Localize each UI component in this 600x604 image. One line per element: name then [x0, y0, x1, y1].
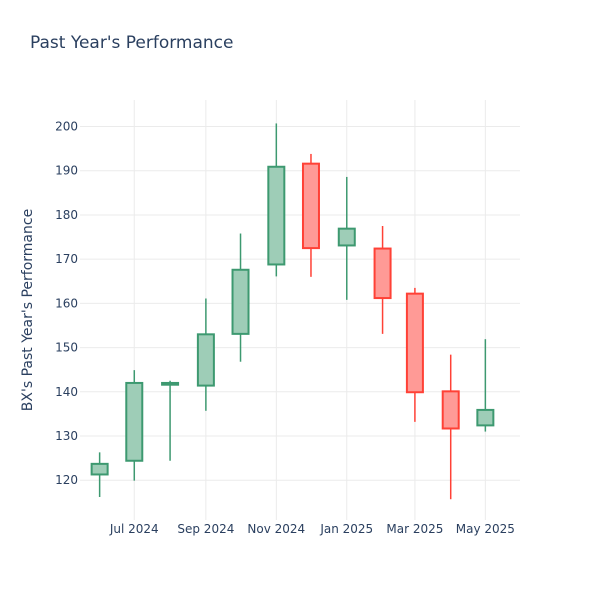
y-tick-label: 160	[55, 296, 78, 310]
candle-decreasing	[441, 354, 460, 500]
candle-body	[125, 381, 144, 462]
y-tick-label: 200	[55, 120, 78, 134]
candle-body	[476, 408, 495, 427]
x-tick-label: Sep 2024	[177, 522, 234, 536]
candle-increasing	[231, 233, 250, 362]
candle-body	[161, 381, 180, 386]
candle-body	[301, 162, 320, 250]
x-tick-label: Jan 2025	[319, 522, 373, 536]
candle-increasing	[196, 298, 215, 411]
y-axis-title: BX's Past Year's Performance	[20, 209, 36, 411]
candle-body	[231, 268, 250, 335]
x-tick-label: Nov 2024	[247, 522, 305, 536]
candle-body	[267, 165, 286, 266]
y-tick-label: 140	[55, 385, 78, 399]
y-tick-label: 130	[55, 429, 78, 443]
y-tick-label: 120	[55, 473, 78, 487]
candle-layer	[90, 123, 495, 500]
candle-decreasing	[405, 287, 424, 422]
candle-body	[90, 462, 109, 476]
label-layer: 120 130 140 150 160 170 180 190 200 Jul 2024 Sep 2…	[55, 120, 515, 536]
x-tick-label: Mar 2025	[386, 522, 443, 536]
candle-increasing	[267, 123, 286, 277]
grid-layer	[80, 100, 520, 520]
candle-body	[337, 227, 356, 247]
candle-decreasing	[373, 226, 392, 334]
candle-body	[196, 333, 215, 387]
candle-increasing	[125, 370, 144, 481]
candle-increasing	[337, 176, 356, 300]
y-tick-label: 190	[55, 164, 78, 178]
candle-increasing	[161, 380, 180, 461]
candle-decreasing	[301, 153, 320, 277]
candle-increasing	[476, 339, 495, 432]
y-tick-label: 150	[55, 341, 78, 355]
y-tick-label: 180	[55, 208, 78, 222]
y-tick-label: 170	[55, 252, 78, 266]
x-tick-label: May 2025	[456, 522, 515, 536]
candle-body	[405, 292, 424, 394]
candle-body	[441, 390, 460, 430]
x-tick-label: Jul 2024	[109, 522, 159, 536]
candle-body	[373, 247, 392, 300]
chart-title: Past Year's Performance	[30, 33, 234, 53]
candle-increasing	[90, 452, 109, 498]
